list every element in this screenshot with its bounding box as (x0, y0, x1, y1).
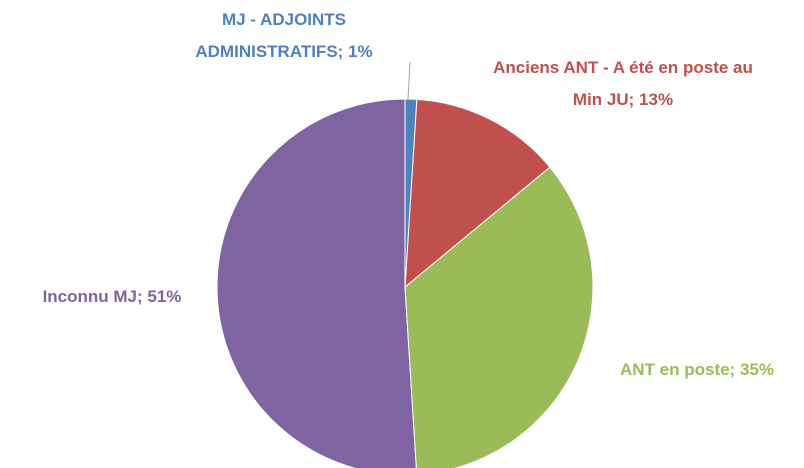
data-label: MJ - ADJOINTS ADMINISTRATIFS; 1% (195, 10, 373, 61)
pie-slice (216, 98, 417, 468)
pie-slice (404, 98, 551, 289)
pie-slice (404, 166, 594, 468)
data-label: ANT en poste; 35% (620, 360, 774, 379)
leader-line (407, 61, 411, 100)
data-label: Inconnu MJ; 51% (42, 287, 182, 306)
pie-slice (404, 98, 418, 288)
data-label: Anciens ANT - A été en poste au Min JU; … (493, 58, 753, 109)
